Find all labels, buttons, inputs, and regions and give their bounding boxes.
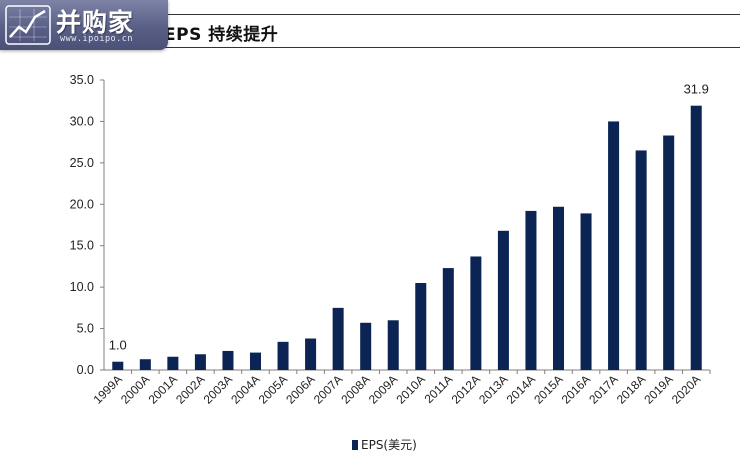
- x-tick-label: 2006A: [283, 372, 317, 406]
- x-tick-label: 2017A: [586, 372, 620, 406]
- x-tick-label: 2014A: [504, 372, 538, 406]
- x-tick-label: 2010A: [393, 372, 427, 406]
- bar-2016A: [580, 213, 592, 370]
- legend-swatch: [352, 439, 358, 450]
- data-label-1999A: 1.0: [109, 338, 127, 353]
- bar-2011A: [442, 268, 454, 370]
- x-tick-label: 2011A: [422, 372, 456, 406]
- bar-2014A: [525, 210, 537, 370]
- bar-2015A: [552, 206, 565, 370]
- chart-legend: EPS(美元): [352, 436, 417, 453]
- logo-url: www.ipoipo.cn: [60, 34, 134, 44]
- y-tick-label: 10.0: [70, 280, 94, 294]
- bar-2006A: [305, 338, 317, 370]
- legend-label: EPS(美元): [361, 438, 417, 452]
- bar-2003A: [222, 350, 234, 370]
- bar-2000A: [139, 359, 151, 370]
- bar-2019A: [663, 135, 675, 370]
- x-tick-label: 2019A: [641, 372, 675, 406]
- chart-logo-icon: [5, 5, 51, 45]
- x-tick-label: 2001A: [146, 372, 180, 406]
- x-tick-label: 2013A: [476, 372, 510, 406]
- x-tick-label: 2016A: [559, 372, 593, 406]
- x-tick-label: 2015A: [531, 372, 565, 406]
- x-tick-label: 2012A: [449, 372, 483, 406]
- page-title: EPS 持续提升: [164, 25, 279, 45]
- bar-2005A: [277, 341, 289, 370]
- header-bottom-rule: [20, 47, 740, 48]
- data-label-2020A: 31.9: [684, 82, 709, 97]
- y-tick-label: 15.0: [70, 239, 94, 253]
- x-tick-label: 2003A: [201, 372, 235, 406]
- y-tick-label: 25.0: [70, 156, 94, 170]
- y-tick-label: 30.0: [70, 114, 94, 128]
- x-tick-label: 1999A: [90, 372, 124, 406]
- bar-2007A: [332, 307, 344, 370]
- bar-2012A: [470, 256, 482, 370]
- x-tick-label: 2020A: [669, 372, 703, 406]
- report-header: EPS 持续提升: [0, 0, 756, 50]
- bar-2020A: [690, 105, 702, 370]
- bar-2017A: [608, 121, 620, 370]
- bar-1999A: [112, 361, 124, 370]
- x-tick-label: 2000A: [118, 372, 152, 406]
- y-tick-label: 0.0: [77, 363, 94, 377]
- y-tick-label: 20.0: [70, 197, 94, 211]
- bar-2013A: [497, 230, 509, 370]
- bar-2018A: [635, 150, 647, 370]
- bar-2008A: [360, 322, 372, 370]
- x-tick-label: 2005A: [256, 372, 290, 406]
- x-tick-label: 2004A: [228, 372, 262, 406]
- brand-logo: 并购家 www.ipoipo.cn: [0, 0, 168, 50]
- x-tick-label: 2008A: [338, 372, 372, 406]
- x-tick-label: 2007A: [311, 372, 345, 406]
- y-tick-label: 35.0: [70, 73, 94, 87]
- bar-2002A: [194, 354, 206, 370]
- x-tick-label: 2002A: [173, 372, 207, 406]
- y-tick-label: 5.0: [77, 322, 94, 336]
- logo-name: 并购家: [56, 8, 135, 37]
- x-tick-label: 2009A: [366, 372, 400, 406]
- header-top-rule: [150, 14, 740, 15]
- bar-2001A: [167, 356, 179, 370]
- bar-2009A: [387, 320, 399, 370]
- bar-2010A: [415, 283, 427, 370]
- bar-2004A: [249, 352, 262, 370]
- x-tick-label: 2018A: [614, 372, 648, 406]
